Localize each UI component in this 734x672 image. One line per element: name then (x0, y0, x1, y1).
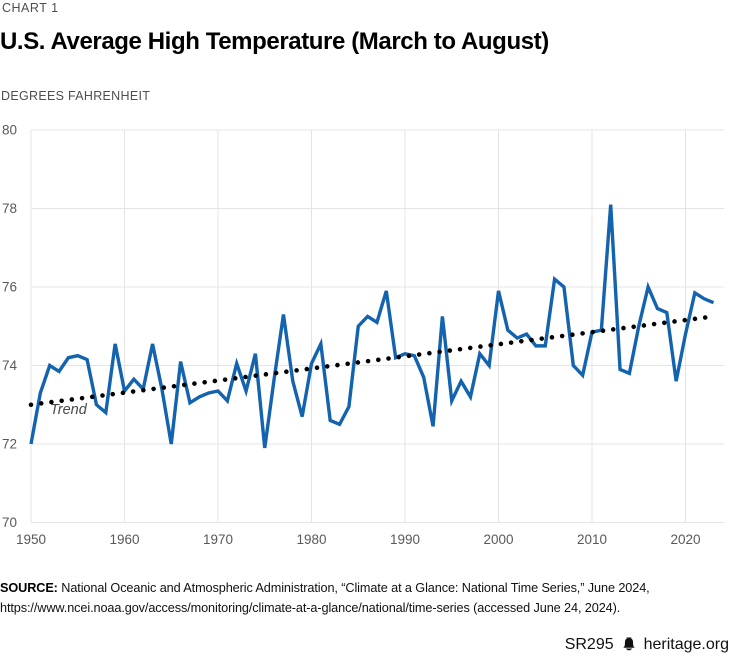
liberty-bell-icon (622, 637, 635, 651)
svg-text:70: 70 (2, 515, 17, 530)
svg-text:72: 72 (2, 437, 17, 452)
svg-text:1990: 1990 (390, 532, 420, 547)
svg-text:1960: 1960 (109, 532, 139, 547)
site-link[interactable]: heritage.org (643, 636, 729, 653)
svg-text:78: 78 (2, 201, 17, 216)
source-line2: https://www.ncei.noaa.gov/access/monitor… (0, 601, 621, 615)
svg-text:2020: 2020 (670, 532, 700, 547)
svg-text:76: 76 (2, 280, 17, 295)
svg-text:74: 74 (2, 358, 18, 373)
svg-text:1970: 1970 (203, 532, 233, 547)
svg-text:80: 80 (2, 123, 17, 138)
source-note: SOURCE: National Oceanic and Atmospheric… (0, 578, 732, 618)
svg-text:2000: 2000 (483, 532, 513, 547)
source-prefix: SOURCE: (0, 581, 58, 595)
svg-text:2010: 2010 (577, 532, 607, 547)
source-line1: National Oceanic and Atmospheric Adminis… (61, 581, 650, 595)
chart-kicker: CHART 1 (2, 1, 59, 15)
axis-units-label: DEGREES FAHRENHEIT (1, 89, 151, 103)
page-title: U.S. Average High Temperature (March to … (0, 28, 549, 55)
trend-line-label: Trend (50, 402, 87, 418)
svg-text:1950: 1950 (16, 532, 46, 547)
svg-text:1980: 1980 (296, 532, 326, 547)
report-footer: SR295 heritage.org (565, 636, 729, 654)
report-id: SR295 (564, 636, 614, 653)
